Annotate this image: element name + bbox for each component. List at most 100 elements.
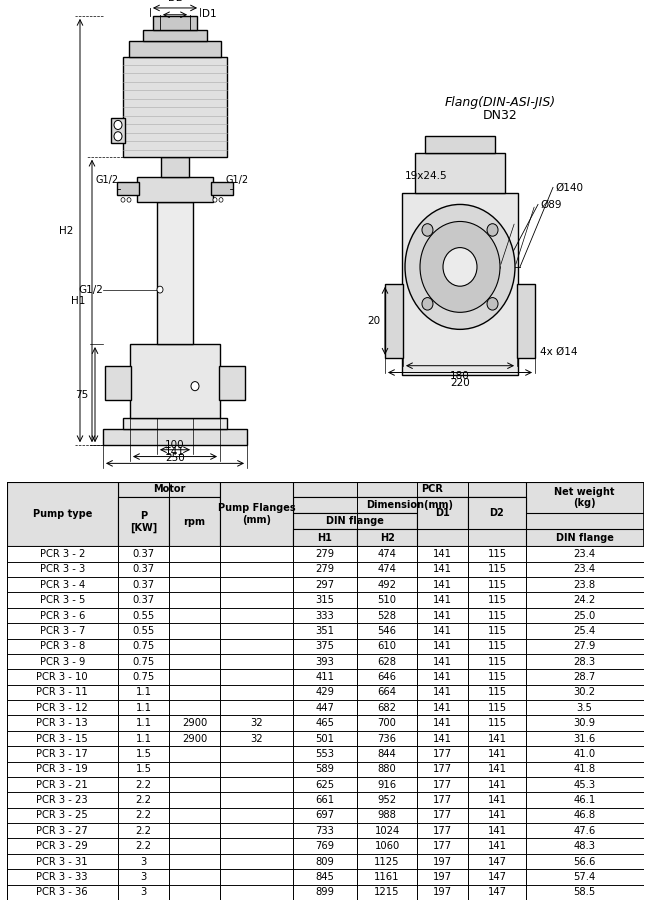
Text: 845: 845	[315, 872, 335, 882]
Text: PCR 3 - 27: PCR 3 - 27	[36, 826, 88, 836]
Bar	[6, 854, 644, 869]
Circle shape	[114, 131, 122, 140]
Text: H1: H1	[318, 533, 332, 543]
Text: 28.3: 28.3	[573, 657, 595, 667]
Text: Ø89: Ø89	[540, 200, 562, 210]
Bar	[6, 761, 644, 777]
Bar	[117, 182, 139, 195]
Bar	[6, 731, 644, 746]
Text: P
[KW]: P [KW]	[130, 511, 157, 533]
Text: 1.5: 1.5	[135, 749, 151, 759]
Text: PCR 3 - 7: PCR 3 - 7	[40, 626, 85, 636]
Bar	[118, 498, 169, 546]
Text: 115: 115	[488, 672, 506, 682]
Text: DN32: DN32	[482, 109, 517, 122]
Text: PCR 3 - 4: PCR 3 - 4	[40, 580, 85, 590]
Text: 4x Ø14: 4x Ø14	[540, 347, 577, 357]
Text: 147: 147	[488, 857, 506, 867]
Bar	[153, 16, 197, 30]
Text: DIN flange: DIN flange	[556, 533, 614, 543]
Text: 177: 177	[434, 810, 452, 821]
Bar	[6, 885, 644, 900]
Text: PCR 3 - 33: PCR 3 - 33	[36, 872, 88, 882]
Text: 2.2: 2.2	[135, 779, 151, 789]
Bar	[6, 700, 644, 716]
Text: PCR 3 - 31: PCR 3 - 31	[36, 857, 88, 867]
Text: PCR 3 - 10: PCR 3 - 10	[36, 672, 88, 682]
Text: D2: D2	[168, 0, 182, 4]
Text: 115: 115	[488, 595, 506, 605]
Text: 32: 32	[250, 734, 263, 743]
Text: G1/2: G1/2	[78, 284, 103, 294]
Text: 809: 809	[315, 857, 335, 867]
Text: 48.3: 48.3	[573, 842, 595, 851]
Bar	[293, 498, 526, 513]
Text: 46.1: 46.1	[573, 795, 595, 806]
Text: G1/2: G1/2	[96, 176, 118, 185]
Text: 31.6: 31.6	[573, 734, 595, 743]
Text: 141: 141	[434, 580, 452, 590]
Text: 56.6: 56.6	[573, 857, 596, 867]
Text: 115: 115	[488, 626, 506, 636]
Text: 501: 501	[315, 734, 335, 743]
Text: 628: 628	[378, 657, 396, 667]
Text: 177: 177	[434, 842, 452, 851]
Text: 1161: 1161	[374, 872, 400, 882]
Text: PCR 3 - 2: PCR 3 - 2	[40, 549, 85, 559]
Text: 625: 625	[315, 779, 335, 789]
Bar	[293, 513, 417, 529]
Text: 465: 465	[315, 718, 335, 728]
Bar	[6, 608, 644, 623]
Text: PCR: PCR	[421, 484, 443, 494]
Text: 553: 553	[315, 749, 335, 759]
Text: 664: 664	[378, 688, 396, 698]
Text: 115: 115	[488, 688, 506, 698]
Text: 177: 177	[434, 749, 452, 759]
Text: 474: 474	[378, 564, 396, 574]
Text: 589: 589	[315, 764, 335, 774]
Text: 0.55: 0.55	[133, 626, 155, 636]
Text: 700: 700	[378, 718, 396, 728]
Text: Pump type: Pump type	[32, 508, 92, 519]
Text: 141: 141	[488, 749, 506, 759]
Bar	[6, 546, 644, 562]
Text: G1/2: G1/2	[226, 176, 248, 185]
Text: PCR 3 - 12: PCR 3 - 12	[36, 703, 88, 713]
Text: 0.55: 0.55	[133, 610, 155, 621]
Text: 115: 115	[488, 580, 506, 590]
Text: 988: 988	[378, 810, 396, 821]
Text: 1060: 1060	[374, 842, 400, 851]
Text: 510: 510	[378, 595, 396, 605]
Bar	[6, 869, 644, 885]
Text: 2.2: 2.2	[135, 810, 151, 821]
Text: 197: 197	[434, 872, 452, 882]
Text: DIN flange: DIN flange	[326, 517, 384, 526]
Bar	[6, 623, 644, 639]
Text: 769: 769	[315, 842, 335, 851]
Text: 177: 177	[434, 779, 452, 789]
Bar	[293, 529, 357, 546]
Bar	[123, 418, 227, 429]
Bar	[103, 429, 247, 445]
Text: 141: 141	[434, 595, 452, 605]
Text: 115: 115	[488, 549, 506, 559]
Bar	[6, 482, 644, 546]
Text: Ø140: Ø140	[555, 183, 583, 193]
Bar	[6, 792, 644, 807]
Text: 147: 147	[488, 887, 506, 897]
Bar	[6, 824, 644, 839]
Bar	[6, 839, 644, 854]
Text: 250: 250	[165, 454, 185, 464]
Circle shape	[157, 286, 163, 293]
Bar	[6, 685, 644, 700]
Bar	[6, 670, 644, 685]
Bar	[402, 194, 518, 374]
Bar	[220, 482, 644, 498]
Bar	[6, 654, 644, 670]
Text: 25.4: 25.4	[573, 626, 595, 636]
Text: 1024: 1024	[374, 826, 400, 836]
Text: 546: 546	[378, 626, 396, 636]
Text: 141: 141	[434, 642, 452, 652]
Text: 141: 141	[434, 734, 452, 743]
Bar	[6, 639, 644, 654]
